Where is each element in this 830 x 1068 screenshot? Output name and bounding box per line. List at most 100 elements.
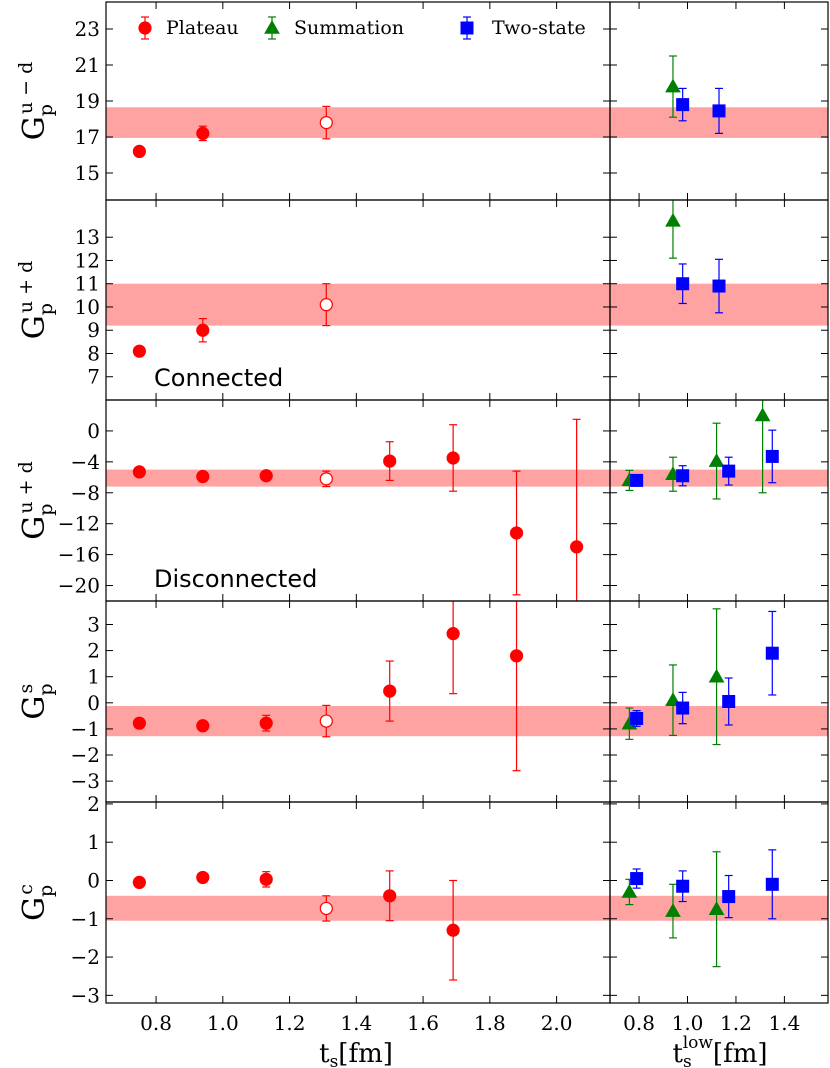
panel-1: 15 17 19 21 23 Gpu − d — [15, 1, 829, 201]
summation-point — [665, 903, 681, 917]
xtick-label: 0.8 — [140, 1011, 172, 1035]
plateau-point — [196, 870, 210, 885]
ytick-label: 1 — [87, 665, 100, 689]
plateau-point — [319, 714, 333, 728]
right-series — [665, 200, 726, 314]
twostate-point — [676, 701, 690, 715]
twostate-point — [676, 879, 690, 893]
ytick-label: 0 — [87, 868, 100, 892]
summation-point — [708, 901, 725, 915]
plateau-point — [259, 469, 273, 483]
plateau-point — [446, 627, 460, 641]
band-left — [106, 895, 610, 921]
band-left — [106, 705, 610, 737]
summation-point — [665, 78, 681, 93]
y-axis-label: Gpc — [15, 884, 57, 921]
plateau-point — [132, 875, 146, 890]
legend-marker-plateau — [138, 21, 152, 35]
ytick-label: 17 — [75, 125, 100, 149]
ytick-label: 15 — [75, 161, 100, 185]
plateau-series — [132, 418, 584, 601]
twostate-point — [765, 877, 779, 891]
y-axis-label: Gpu − d — [15, 62, 57, 141]
legend-marker-two-state — [460, 21, 474, 35]
right-series — [621, 849, 779, 968]
ytick-label: −3 — [71, 983, 100, 1007]
plateau-point — [196, 719, 210, 733]
plateau-point — [196, 126, 210, 140]
ytick-label: −8 — [71, 481, 100, 505]
axes-frame-left — [105, 600, 611, 803]
x-axis-title-right: tslow[fm] — [673, 1033, 768, 1068]
legend-label: Plateau — [166, 17, 239, 39]
ytick-label: 0 — [87, 419, 100, 443]
x-axis-title-left: ts[fm] — [319, 1039, 393, 1068]
band-left — [106, 469, 610, 487]
plateau-point — [570, 540, 584, 554]
twostate-point — [630, 872, 644, 886]
xtick-label: 0.8 — [623, 1011, 655, 1035]
plateau-point — [196, 323, 210, 337]
twostate-point — [712, 279, 726, 293]
summation-point — [621, 883, 638, 898]
ytick-label: −12 — [58, 512, 100, 536]
xtick-label: 1.8 — [474, 1011, 506, 1035]
y-axis-label: Gps — [15, 683, 57, 719]
right-series — [665, 55, 726, 134]
twostate-point — [722, 464, 736, 478]
axes-frame-right — [609, 399, 829, 602]
plateau-series — [132, 870, 460, 981]
summation-point — [754, 407, 771, 422]
plateau-point — [319, 298, 333, 312]
ytick-label: −2 — [71, 945, 100, 969]
axes-frame-right — [609, 801, 829, 1004]
plateau-point — [383, 684, 397, 698]
plateau-series — [132, 283, 333, 358]
ytick-label: 23 — [75, 17, 100, 41]
xtick-label: 1.2 — [274, 1011, 306, 1035]
twostate-point — [630, 473, 644, 487]
plateau-series — [132, 105, 333, 158]
ytick-label: 0 — [87, 691, 100, 715]
plateau-series — [132, 601, 524, 772]
ytick-label: 2 — [87, 792, 100, 816]
plateau-point — [446, 451, 460, 465]
band-left — [106, 283, 610, 326]
ytick-label: 19 — [75, 89, 100, 113]
ytick-label: 21 — [75, 53, 100, 77]
xtick-label: 1.0 — [207, 1011, 239, 1035]
twostate-point — [722, 695, 736, 708]
ytick-label: −3 — [71, 769, 100, 793]
ytick-label: −4 — [71, 450, 100, 474]
twostate-point — [765, 646, 779, 660]
panel-annotation: Connected — [154, 364, 283, 392]
panel-annotation: Disconnected — [154, 565, 317, 593]
twostate-point — [712, 104, 726, 118]
xtick-label: 2.0 — [541, 1011, 573, 1035]
plateau-point — [509, 649, 524, 663]
ytick-label: −1 — [71, 907, 100, 931]
legend-marker-summation — [264, 19, 280, 34]
ytick-label: −2 — [71, 743, 100, 767]
ytick-label: 12 — [75, 248, 100, 272]
plateau-point — [259, 716, 273, 730]
right-series — [621, 608, 779, 746]
legend-label: Summation — [294, 17, 404, 39]
summation-point — [665, 212, 681, 227]
panel-3: 0 −4 −8 −12 −16 −20 Gpu + d Disconnected — [15, 399, 829, 602]
xtick-label: 1.4 — [768, 1011, 800, 1035]
xtick-label: 1.2 — [720, 1011, 752, 1035]
ytick-label: 1 — [87, 830, 100, 854]
plateau-point — [132, 716, 146, 730]
plateau-point — [319, 901, 333, 916]
ytick-label: 10 — [75, 295, 100, 319]
twostate-point — [676, 469, 690, 483]
xtick-label: 1.4 — [340, 1011, 372, 1035]
ytick-label: 8 — [87, 341, 100, 365]
ytick-label: 2 — [87, 639, 100, 663]
twostate-point — [722, 890, 736, 904]
y-axis-label: Gpu + d — [15, 261, 57, 340]
legend-label: Two-state — [492, 17, 586, 39]
